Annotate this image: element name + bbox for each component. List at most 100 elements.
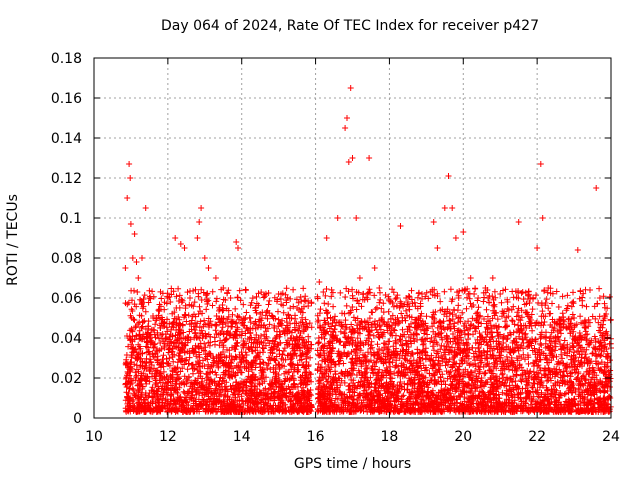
data-point [277,399,284,406]
data-point [181,361,188,368]
data-point [190,303,197,310]
data-point [135,368,142,375]
data-point [202,408,209,415]
data-point [129,349,136,356]
data-point [146,287,153,294]
data-point [234,339,241,346]
data-point [215,398,221,405]
data-point [337,328,344,335]
data-point [179,321,186,328]
data-point [130,396,137,403]
data-point [196,390,203,397]
data-point [271,322,278,329]
data-point [427,338,434,345]
data-point [186,321,193,328]
data-point [260,359,266,366]
data-point [304,403,311,410]
data-point [202,333,209,340]
data-point [250,340,257,347]
data-point [239,353,246,360]
data-point [146,334,153,340]
data-point [125,390,132,397]
data-point [269,313,276,319]
data-point [208,363,215,370]
data-point [183,318,190,325]
data-point [237,359,244,366]
data-point [233,340,240,347]
data-point [169,354,176,360]
data-point [165,402,172,408]
data-point [281,328,288,335]
data-point [149,288,156,295]
data-point [562,390,569,397]
data-point [297,294,304,300]
data-point [127,394,134,401]
data-point [145,399,151,406]
data-point [301,303,307,310]
data-point [245,373,252,380]
data-point [194,367,201,373]
data-point [124,301,131,308]
data-point [152,334,159,341]
data-point [183,394,190,401]
data-point [244,325,251,332]
data-point [296,357,303,364]
data-point [232,401,239,408]
data-point [128,325,135,332]
data-point [172,380,179,387]
data-point [164,316,170,323]
data-point [287,375,294,382]
data-point [275,407,282,414]
data-point [137,364,144,370]
data-point [179,355,185,362]
data-point [215,352,222,359]
data-point [122,361,129,368]
data-point [188,379,195,386]
data-point [202,344,209,351]
data-point [200,397,207,404]
data-point [575,385,582,392]
data-point [186,350,193,357]
data-point [224,289,231,296]
data-point [174,359,181,366]
data-point [285,312,292,319]
data-point [136,343,143,350]
data-point [177,347,184,354]
data-point [168,326,175,333]
data-point [148,387,155,394]
data-point [232,346,239,353]
data-point [205,407,212,414]
data-point [213,313,220,319]
data-point [293,343,300,350]
data-point [250,400,257,407]
data-point [167,299,174,305]
data-point [205,324,212,330]
data-point [509,379,516,385]
data-point [205,297,212,304]
data-point [175,322,182,329]
data-point [247,302,254,309]
data-point [303,362,310,369]
data-point [290,286,297,293]
data-point [253,293,260,300]
data-point [173,293,180,300]
data-point [230,369,237,376]
data-point [315,340,322,346]
data-point [203,306,210,313]
data-point [132,324,139,331]
data-point [143,338,150,345]
data-point [240,301,247,308]
data-point [171,386,178,393]
data-point [251,401,258,408]
data-point [244,336,251,342]
data-point [147,359,154,366]
data-point [138,381,145,387]
data-point [270,408,277,415]
data-point [461,320,468,327]
data-point [300,399,307,406]
data-point [124,333,130,339]
data-point [282,356,289,363]
data-point [236,351,243,358]
data-point [249,295,256,302]
data-point [191,348,198,355]
